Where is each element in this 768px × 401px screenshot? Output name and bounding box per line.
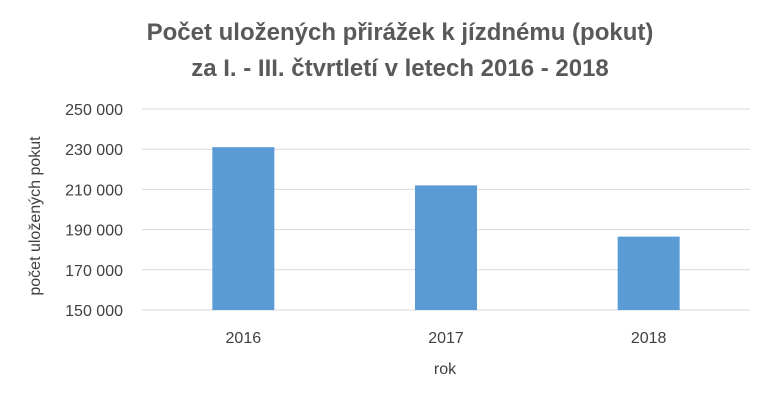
y-tick-label: 170 000 [65,263,123,280]
x-tick-label-2016: 2016 [226,330,262,347]
x-tick-label-2018: 2018 [631,330,667,347]
y-tick-label: 190 000 [65,223,123,240]
y-tick-label: 150 000 [65,303,123,320]
bar-2016 [212,147,275,310]
y-axis-ticks: 150 000 170 000 190 000 210 000 230 000 250 0… [65,102,123,320]
y-axis-title: počet uložených pokut [27,136,44,296]
x-axis-title: rok [434,361,457,378]
bar-2017 [415,185,477,310]
chart-title-line-1: Počet uložených přirážek k jízdnému (pok… [147,19,654,46]
chart-title-line-2: za I. - III. čtvrtletí v letech 2016 - 2… [191,55,609,82]
bars [212,147,680,310]
y-tick-label: 230 000 [65,142,123,159]
bar-2018 [617,236,680,310]
y-tick-label: 210 000 [65,182,123,199]
x-axis-ticks: 2016 2017 2018 [226,330,667,347]
x-tick-label-2017: 2017 [428,330,464,347]
y-tick-label: 250 000 [65,102,123,119]
